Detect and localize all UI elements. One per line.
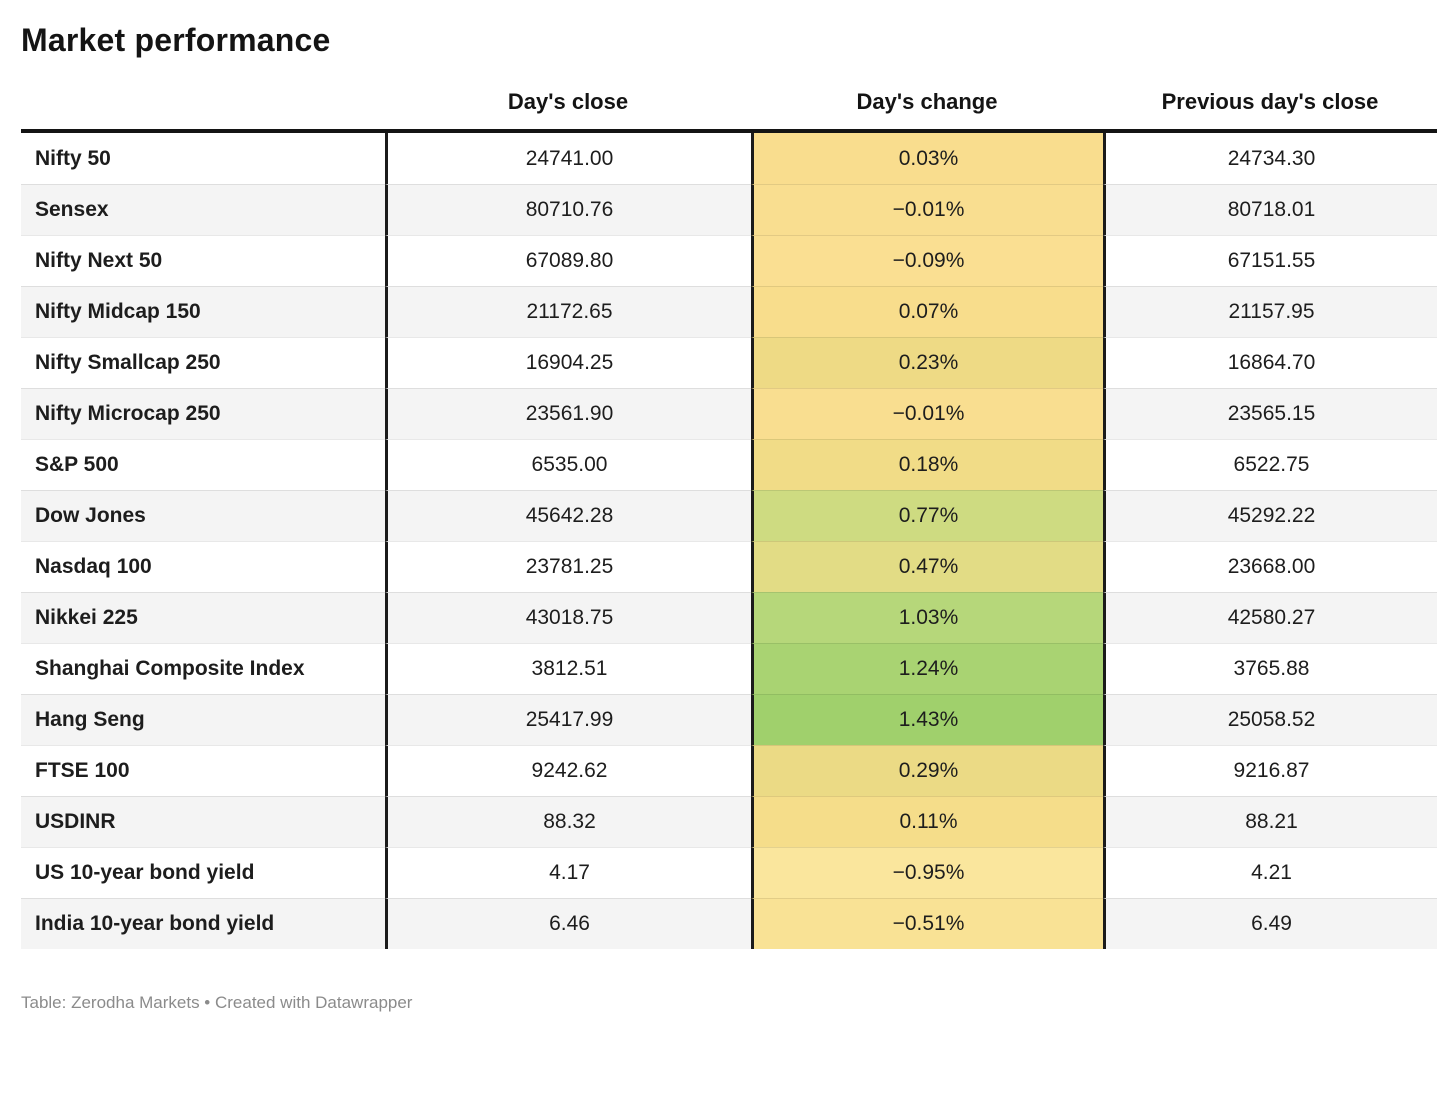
- table-row: USDINR 88.32 0.11% 88.21: [21, 796, 1437, 847]
- days-change-value: 0.11%: [751, 796, 1103, 847]
- days-close-value: 88.32: [385, 796, 751, 847]
- previous-close-value: 88.21: [1103, 796, 1437, 847]
- row-label: Nifty Smallcap 250: [21, 337, 385, 388]
- row-label: Hang Seng: [21, 694, 385, 745]
- days-close-value: 43018.75: [385, 592, 751, 643]
- days-change-value: 0.47%: [751, 541, 1103, 592]
- days-close-value: 23561.90: [385, 388, 751, 439]
- days-change-value: 0.77%: [751, 490, 1103, 541]
- col-header-previous-close: Previous day's close: [1161, 89, 1379, 114]
- previous-close-value: 45292.22: [1103, 490, 1437, 541]
- row-label: India 10-year bond yield: [21, 898, 385, 949]
- row-label: Nikkei 225: [21, 592, 385, 643]
- days-change-value: 1.43%: [751, 694, 1103, 745]
- table-row: India 10-year bond yield 6.46 −0.51% 6.4…: [21, 898, 1437, 949]
- col-header-days-change: Day's change: [856, 89, 998, 114]
- previous-close-value: 9216.87: [1103, 745, 1437, 796]
- days-close-value: 6535.00: [385, 439, 751, 490]
- table-row: FTSE 100 9242.62 0.29% 9216.87: [21, 745, 1437, 796]
- days-close-value: 67089.80: [385, 235, 751, 286]
- previous-close-value: 25058.52: [1103, 694, 1437, 745]
- days-change-value: 1.03%: [751, 592, 1103, 643]
- days-close-value: 80710.76: [385, 184, 751, 235]
- row-label: FTSE 100: [21, 745, 385, 796]
- table-row: US 10-year bond yield 4.17 −0.95% 4.21: [21, 847, 1437, 898]
- days-change-value: −0.95%: [751, 847, 1103, 898]
- days-close-value: 24741.00: [385, 133, 751, 184]
- days-change-value: 0.03%: [751, 133, 1103, 184]
- days-change-value: −0.09%: [751, 235, 1103, 286]
- days-close-value: 6.46: [385, 898, 751, 949]
- previous-close-value: 16864.70: [1103, 337, 1437, 388]
- table-row: Sensex 80710.76 −0.01% 80718.01: [21, 184, 1437, 235]
- row-label: Nasdaq 100: [21, 541, 385, 592]
- days-close-value: 25417.99: [385, 694, 751, 745]
- table-row: Nifty Next 50 67089.80 −0.09% 67151.55: [21, 235, 1437, 286]
- previous-close-value: 67151.55: [1103, 235, 1437, 286]
- col-header-days-close: Day's close: [507, 89, 629, 114]
- table-row: Nifty Smallcap 250 16904.25 0.23% 16864.…: [21, 337, 1437, 388]
- col-header-empty: [21, 115, 385, 129]
- row-label: Sensex: [21, 184, 385, 235]
- days-close-value: 3812.51: [385, 643, 751, 694]
- days-close-value: 45642.28: [385, 490, 751, 541]
- previous-close-value: 42580.27: [1103, 592, 1437, 643]
- row-label: Nifty 50: [35, 146, 111, 170]
- market-table: Nifty 50 24741.00 0.03% 24734.30 Sensex …: [21, 129, 1437, 949]
- table-row: Nifty 50 24741.00 0.03% 24734.30: [21, 133, 1437, 184]
- previous-close-value: 3765.88: [1103, 643, 1437, 694]
- days-change-value: 0.29%: [751, 745, 1103, 796]
- table-row: Dow Jones 45642.28 0.77% 45292.22: [21, 490, 1437, 541]
- days-change-value: −0.01%: [751, 388, 1103, 439]
- days-close-value: 9242.62: [385, 745, 751, 796]
- row-label: US 10-year bond yield: [21, 847, 385, 898]
- table-row: Hang Seng 25417.99 1.43% 25058.52: [21, 694, 1437, 745]
- days-change-value: 1.24%: [751, 643, 1103, 694]
- days-close-value: 23781.25: [385, 541, 751, 592]
- days-close-value: 4.17: [385, 847, 751, 898]
- table-row: Nifty Midcap 150 21172.65 0.07% 21157.95: [21, 286, 1437, 337]
- table-row: Shanghai Composite Index 3812.51 1.24% 3…: [21, 643, 1437, 694]
- row-label: Dow Jones: [21, 490, 385, 541]
- days-close-value: 21172.65: [385, 286, 751, 337]
- previous-close-value: 80718.01: [1103, 184, 1437, 235]
- table-row: Nikkei 225 43018.75 1.03% 42580.27: [21, 592, 1437, 643]
- row-label: S&P 500: [21, 439, 385, 490]
- previous-close-value: 6.49: [1103, 898, 1437, 949]
- table-footer: Table: Zerodha Markets • Created with Da…: [21, 993, 413, 1012]
- days-change-value: −0.01%: [751, 184, 1103, 235]
- row-label: USDINR: [21, 796, 385, 847]
- days-change-value: −0.51%: [751, 898, 1103, 949]
- days-change-value: 0.23%: [751, 337, 1103, 388]
- previous-close-value: 4.21: [1103, 847, 1437, 898]
- previous-close-value: 6522.75: [1103, 439, 1437, 490]
- days-change-value: 0.18%: [751, 439, 1103, 490]
- page-title: Market performance: [21, 22, 331, 58]
- row-label: Shanghai Composite Index: [21, 643, 385, 694]
- table-row: S&P 500 6535.00 0.18% 6522.75: [21, 439, 1437, 490]
- row-label: Nifty Midcap 150: [21, 286, 385, 337]
- previous-close-value: 23565.15: [1103, 388, 1437, 439]
- table-row: Nasdaq 100 23781.25 0.47% 23668.00: [21, 541, 1437, 592]
- row-label: Nifty Microcap 250: [21, 388, 385, 439]
- table-header-row: Day's close Day's change Previous day's …: [21, 89, 1437, 129]
- previous-close-value: 23668.00: [1103, 541, 1437, 592]
- days-change-value: 0.07%: [751, 286, 1103, 337]
- row-label: Nifty Next 50: [21, 235, 385, 286]
- previous-close-value: 24734.30: [1103, 133, 1437, 184]
- days-close-value: 16904.25: [385, 337, 751, 388]
- previous-close-value: 21157.95: [1103, 286, 1437, 337]
- table-row: Nifty Microcap 250 23561.90 −0.01% 23565…: [21, 388, 1437, 439]
- market-performance-card: Market performance Day's close Day's cha…: [21, 22, 1437, 1012]
